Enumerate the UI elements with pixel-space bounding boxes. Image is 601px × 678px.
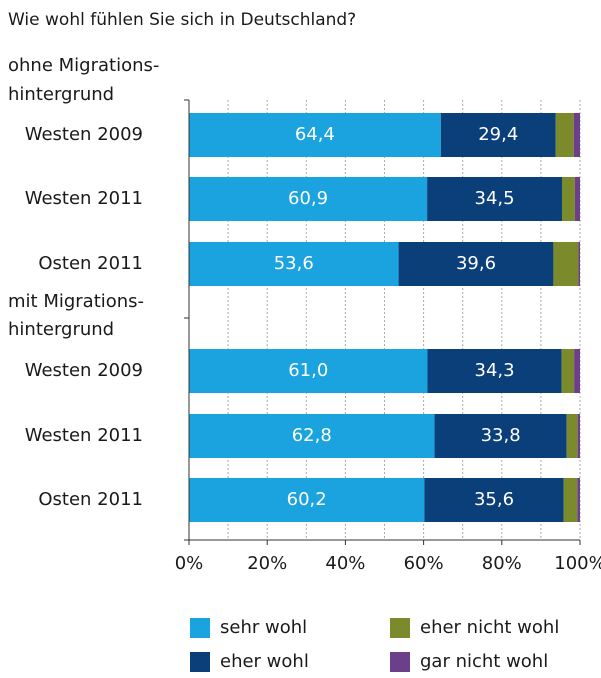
bar-segment — [553, 242, 579, 286]
bar-segment — [574, 177, 580, 221]
x-tick-label: 0% — [175, 553, 204, 574]
bar-segment — [189, 177, 428, 221]
legend-label: sehr wohl — [220, 617, 307, 638]
x-tick-label: 40% — [325, 553, 365, 574]
value-label: 60,2 — [287, 489, 327, 510]
bar-segment — [563, 478, 578, 522]
bar-segment — [440, 113, 556, 157]
value-label: 29,4 — [478, 124, 518, 145]
bar-segment — [189, 113, 441, 157]
x-tick-label: 80% — [482, 553, 522, 574]
category-label: Westen 2009 — [25, 360, 143, 381]
value-label: 35,6 — [474, 489, 514, 510]
value-label: 61,0 — [288, 360, 328, 381]
value-label: 34,3 — [475, 360, 515, 381]
category-label: Osten 2011 — [38, 489, 143, 510]
bar-segment — [424, 478, 564, 522]
legend-label: eher wohl — [220, 651, 309, 672]
group-label: hintergrund — [8, 319, 114, 340]
legend-swatch — [390, 618, 410, 638]
x-tick-label: 20% — [247, 553, 287, 574]
value-label: 53,6 — [274, 253, 314, 274]
legend-label: eher nicht wohl — [420, 617, 559, 638]
value-label: 33,8 — [481, 425, 521, 446]
value-label: 39,6 — [456, 253, 496, 274]
category-label: Westen 2011 — [25, 425, 143, 446]
legend-swatch — [190, 618, 210, 638]
bar-segment — [189, 478, 425, 522]
chart-title: Wie wohl fühlen Sie sich in Deutschland? — [8, 10, 356, 30]
bar-segment — [189, 242, 399, 286]
bar-segment — [555, 113, 574, 157]
value-label: 62,8 — [292, 425, 332, 446]
bar-segment — [189, 349, 428, 393]
category-label: Osten 2011 — [38, 253, 143, 274]
bar-segment — [574, 349, 580, 393]
legend-label: gar nicht wohl — [420, 651, 548, 672]
bar-segment — [427, 349, 562, 393]
bar-segment — [566, 414, 578, 458]
x-tick-label: 60% — [404, 553, 444, 574]
value-label: 64,4 — [295, 124, 335, 145]
value-label: 34,5 — [475, 188, 515, 209]
legend-swatch — [190, 652, 210, 672]
group-label: ohne Migrations- — [8, 55, 159, 76]
bar-segment — [398, 242, 554, 286]
bar-segment — [573, 113, 580, 157]
bar-segment — [562, 177, 575, 221]
legend-swatch — [390, 652, 410, 672]
x-tick-label: 100% — [554, 553, 601, 574]
group-label: hintergrund — [8, 84, 114, 105]
bar-segment — [577, 414, 580, 458]
bar-segment — [577, 478, 580, 522]
bar-segment — [434, 414, 567, 458]
category-label: Westen 2011 — [25, 188, 143, 209]
group-label: mit Migrations- — [8, 291, 144, 312]
bar-segment — [189, 414, 435, 458]
bar-segment — [578, 242, 580, 286]
value-label: 60,9 — [288, 188, 328, 209]
bar-segment — [561, 349, 575, 393]
category-label: Westen 2009 — [25, 124, 143, 145]
bar-segment — [427, 177, 563, 221]
